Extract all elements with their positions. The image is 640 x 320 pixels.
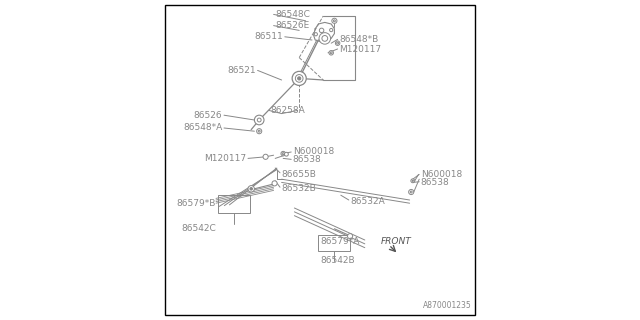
Circle shape [284, 152, 288, 156]
Circle shape [259, 130, 260, 132]
Circle shape [296, 75, 303, 82]
Text: N600018: N600018 [292, 148, 334, 156]
Circle shape [281, 151, 285, 156]
Circle shape [409, 189, 414, 195]
Text: 86542C: 86542C [181, 224, 216, 233]
Text: 86655B: 86655B [282, 170, 316, 179]
Circle shape [263, 154, 268, 159]
Text: 86538: 86538 [292, 156, 321, 164]
Text: 86548*B: 86548*B [339, 36, 378, 44]
Text: 86258A: 86258A [270, 106, 305, 115]
Circle shape [348, 234, 353, 239]
Circle shape [248, 186, 254, 192]
Circle shape [257, 118, 261, 122]
Text: 86542B: 86542B [320, 256, 355, 265]
Circle shape [335, 41, 340, 45]
Text: 86532A: 86532A [351, 197, 385, 206]
Bar [218, 195, 250, 213]
Circle shape [332, 18, 337, 23]
Text: 86548C: 86548C [275, 10, 310, 19]
Text: 86579*B: 86579*B [177, 199, 216, 208]
Circle shape [254, 115, 264, 125]
Text: M120117: M120117 [339, 45, 381, 54]
Text: FRONT: FRONT [381, 237, 412, 246]
Circle shape [282, 153, 284, 155]
Circle shape [319, 28, 324, 33]
Circle shape [272, 181, 277, 186]
Text: M120117: M120117 [204, 154, 246, 163]
Text: 86526E: 86526E [275, 21, 310, 30]
Circle shape [410, 191, 412, 193]
Text: 86532B: 86532B [282, 184, 316, 193]
Circle shape [298, 77, 301, 80]
Circle shape [329, 51, 333, 55]
Circle shape [330, 28, 333, 32]
Text: 86538: 86538 [421, 178, 449, 187]
Text: 86521: 86521 [227, 66, 256, 75]
Bar [319, 235, 351, 251]
Circle shape [314, 33, 317, 36]
Circle shape [412, 180, 413, 181]
Circle shape [257, 129, 262, 134]
Text: 86579*A: 86579*A [320, 237, 360, 246]
Circle shape [333, 20, 335, 22]
Circle shape [319, 33, 331, 44]
Text: 86511: 86511 [255, 32, 283, 41]
Circle shape [292, 71, 307, 85]
Circle shape [411, 179, 415, 183]
Text: A870001235: A870001235 [423, 301, 472, 310]
Text: 86548*A: 86548*A [183, 124, 223, 132]
Circle shape [250, 188, 253, 190]
Text: N600018: N600018 [421, 170, 462, 179]
Circle shape [337, 42, 339, 44]
Circle shape [330, 52, 332, 54]
Circle shape [322, 36, 328, 41]
Text: 86526: 86526 [194, 111, 223, 120]
